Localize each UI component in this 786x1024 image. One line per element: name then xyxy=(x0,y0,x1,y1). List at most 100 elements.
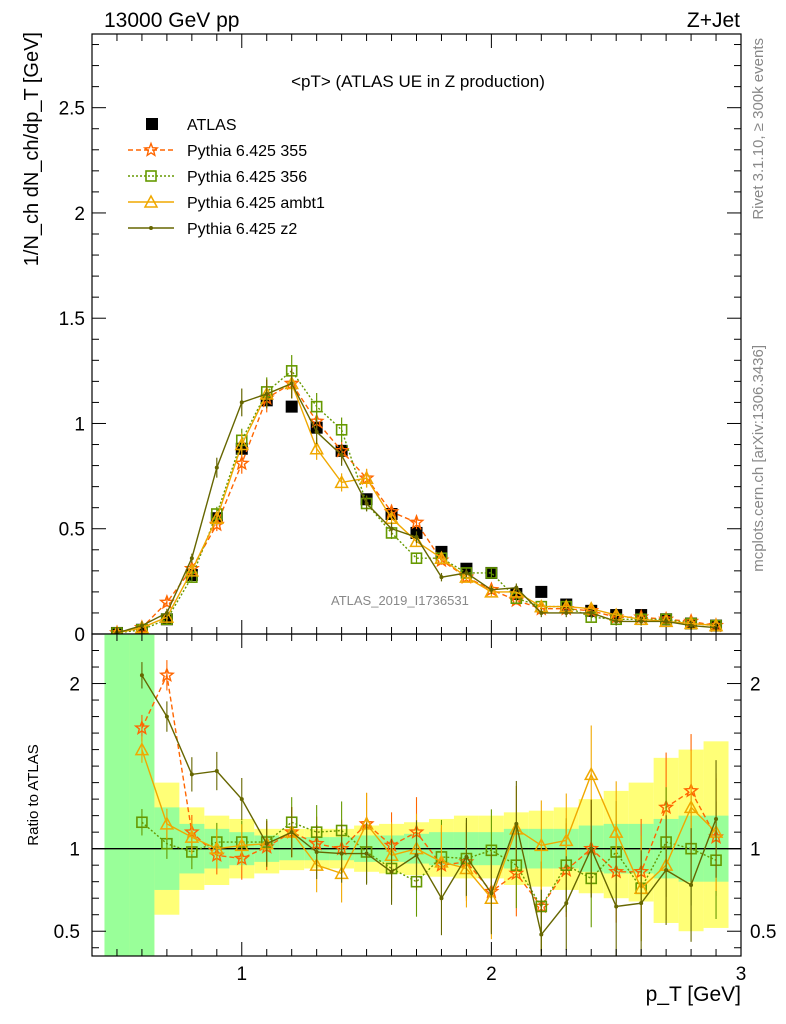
rivet-label: Rivet 3.1.10, ≥ 300k events xyxy=(750,38,767,220)
ratio-line xyxy=(141,821,717,908)
data-point xyxy=(208,516,225,532)
legend-marker xyxy=(146,118,158,130)
main-ytick-label: 0 xyxy=(74,625,85,646)
ratio-point xyxy=(614,904,619,909)
legend-label: Pythia 6.425 356 xyxy=(187,169,307,186)
data-point xyxy=(335,423,348,436)
ratio-point xyxy=(136,816,148,829)
ratio-point xyxy=(489,891,494,896)
main-title: <pT> (ATLAS UE in Z production) xyxy=(291,72,545,91)
ratio-ytick-label: 1 xyxy=(69,840,80,861)
x-tick-label: 2 xyxy=(486,964,497,985)
ratio-ytick-label-right: 0.5 xyxy=(750,922,776,943)
data-point xyxy=(514,585,519,590)
ratio-axes: 0.5 0.5 1 1 2 2 1 2 3 xyxy=(54,634,776,985)
ratio-point xyxy=(414,853,419,858)
ratio-ytick-label: 2 xyxy=(69,675,80,696)
ratio-point xyxy=(689,882,694,887)
legend-label: Pythia 6.425 ambt1 xyxy=(187,195,325,212)
ratio-point xyxy=(159,816,175,830)
ratio-point xyxy=(514,821,519,826)
data-point xyxy=(589,610,594,615)
ratio-point xyxy=(589,846,594,851)
data-point xyxy=(434,550,449,564)
ratio-point xyxy=(239,797,244,802)
data-point xyxy=(459,569,474,583)
data-point xyxy=(464,570,469,575)
data-point xyxy=(414,535,419,540)
ratio-point xyxy=(339,851,344,856)
ratio-line xyxy=(141,674,717,937)
x-tick-label: 3 xyxy=(736,964,747,985)
ratio-point xyxy=(534,837,549,852)
ratio-point xyxy=(214,769,219,774)
data-point xyxy=(564,610,569,615)
ratio-point xyxy=(314,849,319,854)
data-point xyxy=(209,510,225,524)
data-point xyxy=(389,526,394,531)
legend-marker xyxy=(143,194,159,208)
legend-marker xyxy=(142,141,160,157)
ratio-point xyxy=(158,666,175,683)
ratio-ylabel: Ratio to ATLAS xyxy=(25,744,42,845)
ratio-point xyxy=(439,896,444,901)
legend-marker xyxy=(149,226,153,230)
main-ytick-label: 2 xyxy=(74,204,85,225)
data-point xyxy=(264,392,269,396)
data-point xyxy=(139,623,144,628)
ratio-point xyxy=(189,772,194,777)
data-point xyxy=(664,619,669,624)
ratio-point xyxy=(234,837,250,852)
main-axes: 0 0.5 1 1.5 2 2.5 xyxy=(59,34,742,646)
watermark: ATLAS_2019_I1736531 xyxy=(331,593,469,608)
data-point xyxy=(484,584,499,598)
data-point xyxy=(439,575,444,580)
ratio-point xyxy=(289,830,294,835)
x-tick-label: 1 xyxy=(236,964,247,985)
data-point xyxy=(310,400,323,413)
main-ytick-label: 1 xyxy=(74,414,85,435)
main-ytick-label: 0.5 xyxy=(59,520,85,541)
main-ytick-label: 2.5 xyxy=(59,99,85,120)
data-point xyxy=(614,619,619,624)
ratio-point xyxy=(559,832,574,847)
ratio-point xyxy=(209,841,225,855)
data-point xyxy=(159,609,175,623)
ratio-point xyxy=(539,932,544,937)
header-right: Z+Jet xyxy=(687,9,740,32)
data-point xyxy=(214,465,219,470)
series-4 xyxy=(114,368,719,638)
ratio-ytick-label-right: 2 xyxy=(750,675,761,696)
data-point xyxy=(539,610,544,615)
main-ylabel: 1/N_ch dN_ch/dp_T [GeV] xyxy=(21,32,43,266)
mcplots-label: mcplots.cern.ch [arXiv:1306.3436] xyxy=(750,345,767,572)
ratio-series-3 xyxy=(139,662,719,956)
data-point xyxy=(285,400,298,413)
legend-label: Pythia 6.425 355 xyxy=(187,143,307,160)
data-point xyxy=(184,563,200,577)
data-point xyxy=(639,619,644,624)
ratio-point xyxy=(564,901,569,906)
data-point xyxy=(289,381,294,386)
ratio-point xyxy=(134,742,150,756)
data-point xyxy=(234,436,250,451)
ratio-point xyxy=(639,901,644,906)
ratio-point xyxy=(714,816,719,821)
data-point xyxy=(189,556,194,561)
x-axis-label: p_T [GeV] xyxy=(646,983,741,1006)
data-point xyxy=(485,567,498,579)
data-point xyxy=(359,470,374,484)
data-point xyxy=(410,552,423,565)
ratio-point xyxy=(464,854,469,859)
ratio-point xyxy=(184,829,200,843)
ratio-point xyxy=(133,719,150,736)
ratio-ytick-label: 0.5 xyxy=(54,922,80,943)
data-point xyxy=(535,585,548,598)
ratio-point xyxy=(364,851,369,856)
data-point xyxy=(309,441,324,455)
ratio-point xyxy=(389,869,394,874)
data-point xyxy=(314,429,319,434)
legend: ATLAS Pythia 6.425 355 Pythia 6.425 356 Pyt… xyxy=(128,117,325,238)
data-point xyxy=(339,453,344,458)
